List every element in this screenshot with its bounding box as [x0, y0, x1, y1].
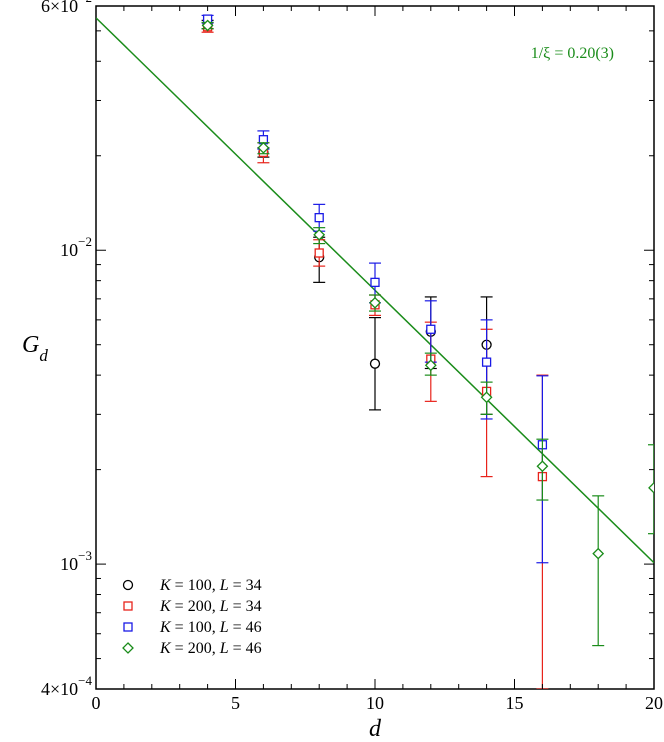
series-layer — [201, 14, 654, 689]
data-point — [257, 141, 270, 154]
x-axis-label: d — [369, 716, 382, 742]
y-tick-label: 10−2 — [60, 234, 92, 260]
y-tick-mantissa: 10 — [60, 240, 78, 260]
legend-marker — [123, 601, 133, 611]
legend: K = 100, L = 34K = 200, L = 34K = 100, L… — [122, 577, 262, 657]
legend-label-part: = 100, — [171, 577, 220, 594]
legend-label-part: K — [159, 577, 172, 594]
legend-label-part: = 34 — [229, 577, 262, 594]
series-4 — [201, 19, 654, 647]
y-tick-mantissa: 4×10 — [41, 679, 78, 699]
x-tick-label: 15 — [506, 693, 524, 713]
x-tick-label: 5 — [231, 693, 240, 713]
data-point — [481, 357, 492, 367]
legend-label-part: = 46 — [229, 619, 262, 636]
data-point — [369, 358, 381, 369]
data-point — [314, 248, 324, 258]
legend-label-part: = 200, — [171, 598, 220, 615]
data-point — [370, 277, 380, 288]
legend-label: K = 200, L = 46 — [159, 640, 262, 657]
data-point — [314, 213, 324, 223]
y-axis-label-subscript: d — [39, 346, 48, 365]
data-point — [536, 460, 549, 473]
data-point — [201, 19, 214, 32]
series-3 — [201, 14, 549, 564]
data-point — [592, 547, 605, 560]
x-tick-label: 10 — [366, 693, 384, 713]
y-axis-label-main: G — [22, 332, 39, 358]
y-tick-mantissa: 10 — [60, 554, 78, 574]
y-tick-exponent: −2 — [78, 0, 92, 5]
legend-label-part: K — [159, 640, 172, 657]
legend-label-part: = 46 — [229, 640, 262, 657]
legend-marker — [122, 579, 134, 591]
annotation-layer: 1/ξ = 0.20(3) — [531, 45, 614, 62]
legend-label: K = 200, L = 34 — [159, 598, 262, 615]
legend-label-part: K — [159, 619, 172, 636]
data-point — [648, 481, 654, 494]
legend-label-part: L — [219, 640, 229, 657]
y-tick-label: 10−3 — [60, 548, 92, 574]
data-point — [426, 324, 436, 334]
y-tick-exponent: −4 — [78, 673, 92, 688]
legend-label-part: K — [159, 598, 172, 615]
legend-item-1: K = 100, L = 34 — [122, 577, 262, 594]
series-1 — [201, 19, 493, 415]
legend-marker — [123, 622, 133, 632]
fit-annotation: 1/ξ = 0.20(3) — [531, 45, 614, 62]
y-tick-label: 6×10−2 — [41, 0, 92, 16]
y-tick-exponent: −2 — [78, 234, 92, 249]
y-tick-mantissa: 6×10 — [41, 0, 78, 16]
y-tick-label: 4×10−4 — [41, 673, 92, 699]
legend-marker — [122, 642, 134, 654]
y-axis-label: Gd — [22, 332, 48, 365]
x-tick-label: 20 — [645, 693, 663, 713]
legend-label-part: L — [219, 619, 229, 636]
legend-label-part: = 100, — [171, 619, 220, 636]
x-tick-label: 0 — [92, 693, 101, 713]
data-point — [369, 296, 381, 309]
legend-label-part: L — [219, 598, 229, 615]
legend-label-part: = 200, — [171, 640, 220, 657]
legend-item-2: K = 200, L = 34 — [123, 598, 262, 615]
legend-label-part: = 34 — [229, 598, 262, 615]
legend-label: K = 100, L = 34 — [159, 577, 262, 594]
data-point — [313, 228, 326, 241]
y-tick-exponent: −3 — [78, 548, 92, 563]
legend-item-4: K = 200, L = 46 — [122, 640, 262, 657]
legend-item-3: K = 100, L = 46 — [123, 619, 262, 636]
legend-label-part: L — [219, 577, 229, 594]
legend-label: K = 100, L = 46 — [159, 619, 262, 636]
data-point — [424, 359, 437, 372]
data-point — [480, 391, 493, 404]
